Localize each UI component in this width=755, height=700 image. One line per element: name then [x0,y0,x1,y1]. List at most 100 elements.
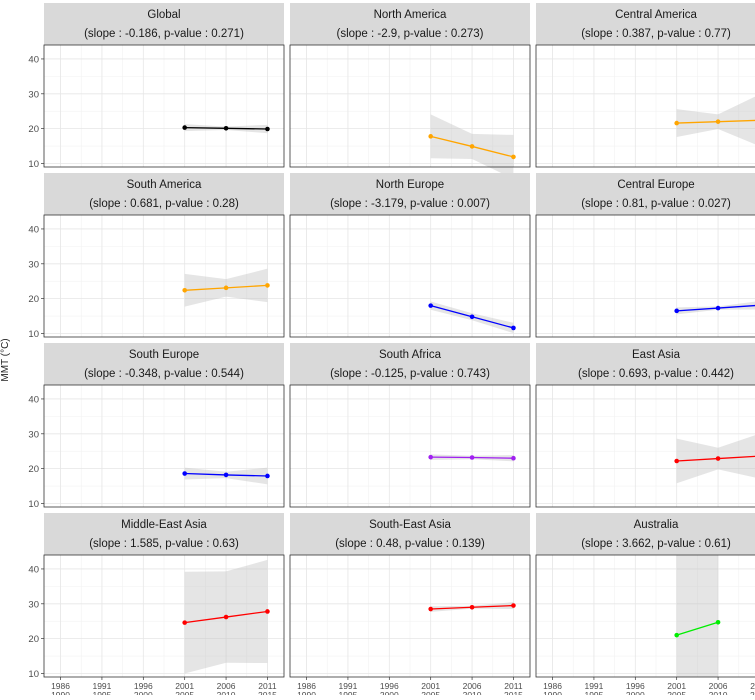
y-tick-label: 10 [28,669,39,680]
panel-stats: (slope : -0.348, p-value : 0.544) [84,368,244,380]
panel-border [43,44,285,168]
x-tick-label: 1986 [51,681,70,691]
confidence-band [676,555,719,677]
y-tick-label: 20 [28,124,39,135]
panel-central-europe: Central Europe (slope : 0.81, p-value : 0… [535,173,755,338]
data-point [469,314,475,320]
y-tick-label: 40 [28,394,39,405]
panel-title: Middle-East Asia [121,519,207,531]
y-tick-label: 30 [28,259,39,270]
plot-background [536,215,755,337]
data-point [715,619,721,625]
panel-south-east-asia: South-East Asia (slope : 0.48, p-value : … [289,513,531,700]
panel-australia: Australia (slope : 3.662, p-value : 0.61)… [535,513,755,700]
panel-border [289,214,531,338]
panel-stats: (slope : -0.125, p-value : 0.743) [330,368,490,380]
data-point [223,472,229,478]
data-point [674,120,679,126]
x-tick-label: 2005 [667,690,686,695]
data-point [265,609,270,614]
data-point [511,154,516,160]
x-tick-label: 2011 [258,681,277,691]
data-point [715,456,721,461]
data-point [469,144,475,149]
data-point [223,126,229,131]
panel-strip [536,3,755,45]
plot-background [536,45,755,167]
panel-title: South Europe [129,349,199,361]
data-point [428,606,433,612]
data-point [265,126,270,132]
x-tick-label: 1996 [134,681,153,691]
data-point [265,283,270,288]
x-tick-label: 1990 [543,690,562,695]
x-tick-label: 2006 [217,681,236,691]
panel-south-america: South America (slope : 0.681, p-value : 0… [28,173,285,340]
data-point [469,455,475,460]
x-tick-label: 2000 [626,690,645,695]
y-tick-label: 10 [28,329,39,340]
panel-title: South America [127,179,202,191]
data-point [182,471,187,476]
x-tick-label: 1991 [92,681,111,691]
x-tick-label: 2010 [217,690,236,695]
panel-border [43,384,285,508]
x-tick-label: 2011 [504,681,523,691]
panel-border [43,554,285,678]
x-tick-label: 2010 [463,690,482,695]
panel-stats: (slope : 0.693, p-value : 0.442) [578,368,734,380]
y-tick-label: 20 [28,464,39,475]
x-tick-label: 2011 [750,681,755,691]
data-point [428,303,433,308]
x-tick-label: 1990 [297,690,316,695]
panel-title: North America [374,9,447,21]
x-tick-label: 1995 [584,690,603,695]
data-point [469,604,475,610]
plot-background [536,555,755,677]
x-tick-label: 2015 [750,690,755,695]
panel-title: South Africa [379,349,442,361]
panel-title: Central America [615,9,697,21]
data-point [182,287,187,293]
panel-stats: (slope : 0.81, p-value : 0.027) [581,198,731,210]
x-tick-label: 1996 [380,681,399,691]
panel-stats: (slope : 3.662, p-value : 0.61) [581,538,731,550]
panel-south-africa: South Africa (slope : -0.125, p-value : 0… [289,343,531,508]
y-tick-label: 20 [28,634,39,645]
data-point [715,305,721,311]
panel-strip [536,173,755,215]
x-tick-label: 1995 [338,690,357,695]
panel-border [535,384,755,508]
x-tick-label: 2010 [709,690,728,695]
x-tick-label: 2005 [421,690,440,695]
x-tick-label: 1995 [92,690,111,695]
y-tick-label: 10 [28,499,39,510]
panel-stats: (slope : -0.186, p-value : 0.271) [84,28,244,40]
panel-global: Global (slope : -0.186, p-value : 0.271) 1… [28,3,285,170]
panel-title: East Asia [632,349,681,361]
y-tick-label: 40 [28,224,39,235]
panel-border [43,214,285,338]
y-axis-label: MMT (°C) [0,338,11,381]
x-tick-label: 1986 [297,681,316,691]
panel-stats: (slope : 0.387, p-value : 0.77) [581,28,731,40]
data-point [223,285,229,291]
y-tick-label: 20 [28,294,39,305]
y-tick-label: 10 [28,159,39,170]
data-point [511,455,516,461]
y-tick-label: 40 [28,564,39,575]
x-tick-label: 2001 [421,681,440,691]
panel-title: North Europe [376,179,444,191]
panel-central-america: Central America (slope : 0.387, p-value :… [535,3,755,168]
panel-strip [536,513,755,555]
x-tick-label: 2001 [667,681,686,691]
panel-strip [44,513,284,555]
panel-border [289,44,531,168]
panel-east-asia: East Asia (slope : 0.693, p-value : 0.442… [535,343,755,508]
series-line [676,621,719,636]
data-point [265,473,270,479]
panel-title: Central Europe [617,179,694,191]
x-tick-label: 2006 [709,681,728,691]
